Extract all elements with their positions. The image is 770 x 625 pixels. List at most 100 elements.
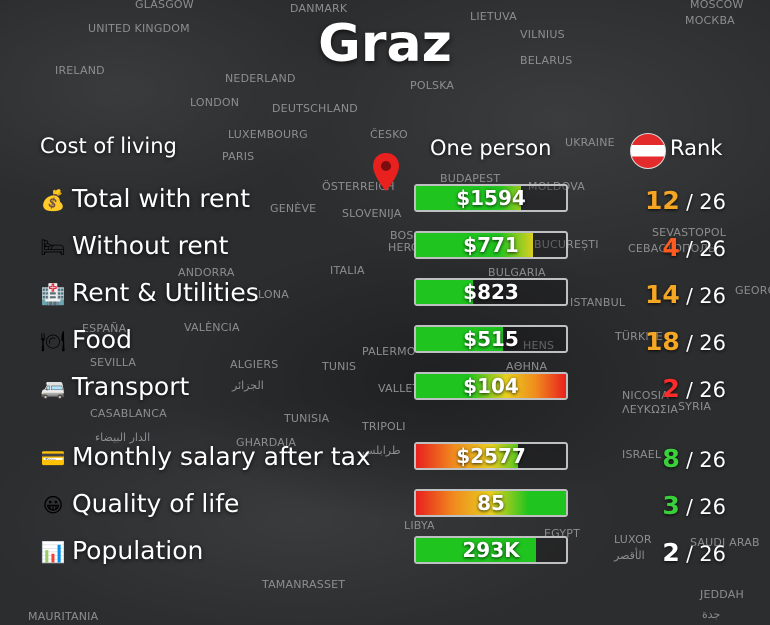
value-bar: $1594 bbox=[414, 184, 568, 212]
metric-label: Without rent bbox=[72, 231, 229, 260]
map-label: UKRAINE bbox=[565, 136, 615, 149]
smiley-icon: 😀 bbox=[42, 493, 64, 517]
rank-total: 26 bbox=[699, 495, 726, 519]
map-label: CASABLANCA bbox=[90, 407, 167, 420]
rank-display: 3 / 26 bbox=[580, 491, 726, 520]
bar-chart-icon: 📊 bbox=[40, 540, 66, 564]
map-label: IRELAND bbox=[55, 64, 105, 77]
map-label: МОСКВА bbox=[685, 14, 735, 27]
rank-separator: / bbox=[679, 284, 700, 308]
map-label: UNITED KINGDOM bbox=[88, 22, 190, 35]
column-header: One person bbox=[430, 136, 552, 160]
map-label: NEDERLAND bbox=[225, 72, 296, 85]
map-label: TAMANRASSET bbox=[262, 578, 346, 591]
map-label: SAUDI ARAB bbox=[690, 536, 760, 549]
rank-display: 2 / 26 bbox=[580, 374, 726, 403]
metric-label: Total with rent bbox=[72, 184, 251, 213]
value-bar-fill bbox=[416, 538, 536, 562]
rank-separator: / bbox=[679, 237, 700, 261]
map-label: LIBYA bbox=[404, 519, 435, 532]
map-label: VALÈNCIA bbox=[184, 321, 240, 334]
rank-total: 26 bbox=[699, 237, 726, 261]
metric-row: 💰 Total with rent $1594 12 / 26 bbox=[0, 180, 770, 220]
rank-number: 12 bbox=[645, 186, 680, 215]
rank-separator: / bbox=[679, 331, 700, 355]
rank-total: 26 bbox=[699, 190, 726, 214]
map-label: LIETUVA bbox=[470, 10, 517, 23]
map-label: BOS bbox=[390, 229, 414, 242]
map-label: BULGARIA bbox=[488, 266, 546, 279]
rank-number: 18 bbox=[645, 327, 680, 356]
map-label: LUXOR bbox=[614, 533, 652, 546]
metric-label: Rent & Utilities bbox=[72, 278, 259, 307]
value-bar-fill bbox=[416, 233, 533, 257]
map-label: جدة bbox=[702, 608, 721, 621]
metric-value: $104 bbox=[463, 374, 519, 398]
map-label: PALERMO bbox=[362, 345, 416, 358]
map-label: GHARDAIA bbox=[236, 436, 297, 449]
metric-row: 😀 Quality of life 85 3 / 26 bbox=[0, 485, 770, 525]
metric-value: $771 bbox=[463, 233, 519, 257]
bed-icon: 🛏 bbox=[40, 235, 66, 259]
location-pin-icon bbox=[373, 153, 399, 191]
value-bar: 293K bbox=[414, 536, 568, 564]
credit-card-icon: 💳 bbox=[40, 446, 66, 470]
map-label: ISTANBUL bbox=[570, 296, 626, 309]
map-label: SLOVENIJA bbox=[342, 207, 402, 220]
map-label: VILNIUS bbox=[520, 28, 565, 41]
metric-value: $1594 bbox=[456, 186, 526, 210]
value-bar-fill bbox=[416, 280, 473, 304]
metric-row: 📊 Population 293K 2 / 26 bbox=[0, 532, 770, 572]
metric-row: 🚐 Transport $104 2 / 26 bbox=[0, 368, 770, 408]
metric-row: 🏥 Rent & Utilities $823 14 / 26 bbox=[0, 274, 770, 314]
rank-display: 14 / 26 bbox=[580, 280, 726, 309]
rank-total: 26 bbox=[699, 448, 726, 472]
map-label: SYRIA bbox=[678, 400, 712, 413]
map-label: GENÈVE bbox=[270, 202, 317, 215]
rank-number: 8 bbox=[662, 444, 680, 473]
rank-total: 26 bbox=[699, 542, 726, 566]
rank-total: 26 bbox=[699, 331, 726, 355]
value-bar: $2577 bbox=[414, 442, 568, 470]
value-bar-fill bbox=[416, 491, 566, 515]
metric-label: Food bbox=[72, 325, 132, 354]
minibus-icon: 🚐 bbox=[40, 376, 66, 400]
rank-separator: / bbox=[679, 448, 700, 472]
map-label: SEVASTOPOL bbox=[652, 226, 727, 239]
map-label: الدار البيضاء bbox=[95, 431, 151, 444]
austria-flag-icon bbox=[630, 133, 666, 169]
rank-display: 18 / 26 bbox=[580, 327, 726, 356]
rank-number: 14 bbox=[645, 280, 680, 309]
money-bag-icon: 💰 bbox=[40, 188, 66, 212]
map-label: TUNIS bbox=[322, 360, 357, 373]
map-label: ALGIERS bbox=[230, 358, 279, 371]
map-label: TRIPOLI bbox=[362, 420, 406, 433]
metric-label: Quality of life bbox=[72, 489, 240, 518]
map-label: MOLDOVA bbox=[528, 180, 585, 193]
map-label: ΑΘΗΝΑ bbox=[506, 360, 548, 373]
section-header: Cost of living bbox=[40, 134, 177, 158]
rank-display: 8 / 26 bbox=[580, 444, 726, 473]
rank-number: 3 bbox=[662, 491, 680, 520]
map-label: VALLET bbox=[378, 382, 420, 395]
map-label: POLSKA bbox=[410, 79, 455, 92]
metric-label: Transport bbox=[72, 372, 190, 401]
rank-number: 2 bbox=[662, 374, 680, 403]
map-label: HENS bbox=[523, 339, 555, 352]
rank-number: 4 bbox=[662, 233, 680, 262]
map-label: الجزائر bbox=[232, 379, 264, 392]
metric-value: $515 bbox=[463, 327, 519, 351]
city-title: Graz bbox=[318, 14, 452, 74]
rank-separator: / bbox=[679, 378, 700, 402]
rank-header: Rank bbox=[670, 136, 723, 160]
value-bar-fill bbox=[416, 444, 518, 468]
map-label: TÜRKIYE bbox=[615, 330, 663, 343]
map-label: JEDDAH bbox=[700, 588, 744, 601]
map-label: ÖSTERREICH bbox=[322, 180, 395, 193]
value-bar: $771 bbox=[414, 231, 568, 259]
map-label: ISRAEL bbox=[622, 448, 662, 461]
map-label: MOSCOW bbox=[690, 0, 744, 11]
metric-value: 85 bbox=[477, 491, 505, 515]
metric-row: 💳 Monthly salary after tax $2577 8 / 26 bbox=[0, 438, 770, 478]
